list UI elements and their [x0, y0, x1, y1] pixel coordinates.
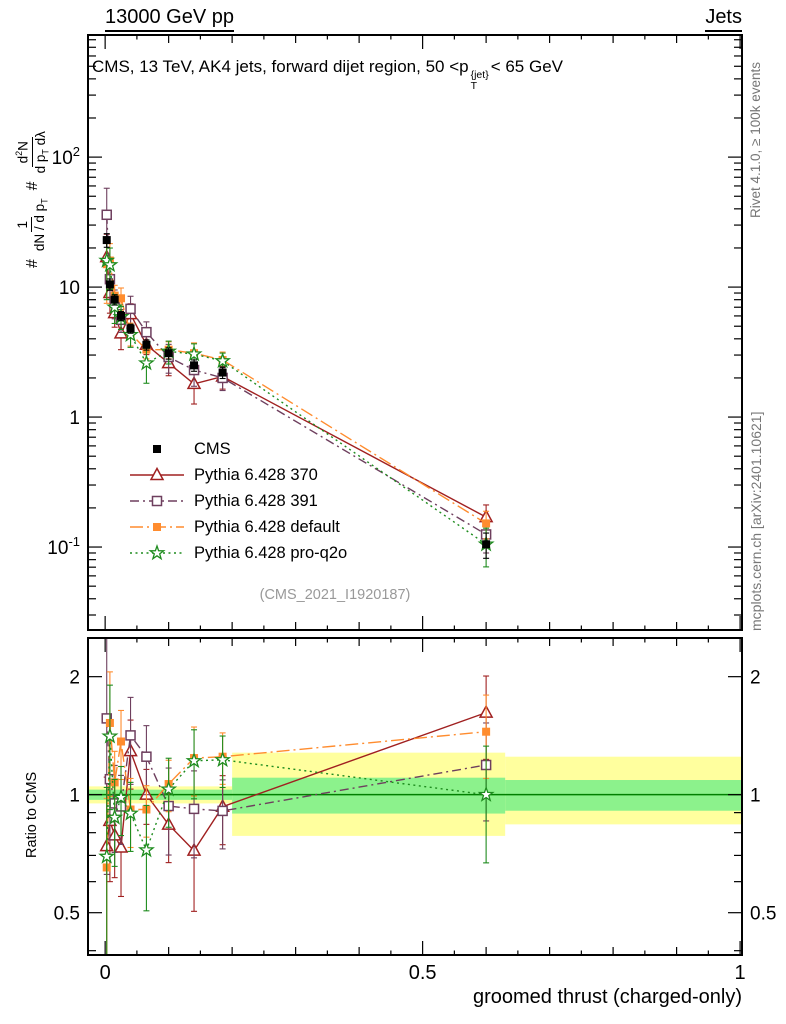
ylabel-hash-1: # — [23, 259, 41, 268]
ylabel-fraction-1: 1 dN / d pT — [14, 198, 50, 252]
header-analysis-label: Jets — [705, 6, 742, 32]
legend-glyph-3 — [130, 523, 184, 531]
pythia-pro-q2o-marker-icon — [128, 542, 186, 564]
ratio-frame — [87, 637, 743, 956]
svg-text:2: 2 — [69, 668, 80, 689]
main-panel-title: CMS, 13 TeV, AK4 jets, forward dijet reg… — [92, 57, 563, 91]
header-beam-label: 13000 GeV pp — [105, 6, 234, 32]
svg-text:0.5: 0.5 — [750, 904, 776, 925]
title-pt-script: {jet} T — [471, 70, 489, 91]
svg-text:1: 1 — [69, 786, 80, 807]
legend-label-pythia-370: Pythia 6.428 370 — [194, 465, 318, 484]
pythia-370-marker-icon — [128, 464, 186, 486]
title-subscript: T — [470, 79, 478, 92]
svg-text:10: 10 — [59, 278, 80, 299]
ylabel-fraction-2: d2N d pT dλ — [14, 131, 51, 174]
ratio-bands — [88, 752, 742, 836]
legend-glyph-0 — [153, 445, 161, 453]
legend-label-cms: CMS — [194, 439, 231, 458]
mcplots-arxiv-note: mcplots.cern.ch [arXiv:2401.10621] — [748, 411, 764, 631]
rivet-version-note: Rivet 4.1.0, ≥ 100k events — [748, 62, 763, 218]
legend-label-pythia-pro-q2o: Pythia 6.428 pro-q2o — [194, 543, 348, 562]
legend: CMS Pythia 6.428 370 Pythia 6.428 391 Py… — [128, 436, 347, 566]
title-text: CMS, 13 TeV, AK4 jets, forward dijet reg… — [92, 57, 469, 76]
title-text-end: < 65 GeV — [490, 57, 564, 76]
y-axis-label: # 1 dN / d pT # d2N d pT dλ — [14, 131, 51, 268]
legend-label-pythia-391: Pythia 6.428 391 — [194, 491, 318, 510]
pythia-391-marker-icon — [128, 490, 186, 512]
legend-glyph-4 — [130, 543, 184, 561]
cms-marker-icon — [128, 438, 186, 460]
legend-item-pythia-391: Pythia 6.428 391 — [128, 488, 347, 514]
legend-item-cms: CMS — [128, 436, 347, 462]
svg-text:0: 0 — [100, 962, 111, 984]
watermark: (CMS_2021_I1920187) — [259, 587, 411, 603]
ylabel-hash-2: # — [23, 181, 41, 191]
svg-text:1: 1 — [735, 962, 746, 984]
ratio-axis-label: Ratio to CMS — [24, 771, 40, 858]
legend-label-pythia-default: Pythia 6.428 default — [194, 517, 340, 536]
svg-text:1: 1 — [750, 786, 761, 807]
legend-item-pythia-default: Pythia 6.428 default — [128, 514, 347, 540]
svg-text:0.5: 0.5 — [54, 904, 80, 925]
legend-glyph-1 — [130, 466, 184, 481]
x-axis-label: groomed thrust (charged-only) — [472, 986, 742, 1008]
svg-text:0.5: 0.5 — [409, 962, 437, 984]
svg-text:2: 2 — [750, 668, 761, 689]
svg-text:10-1: 10-1 — [47, 534, 80, 559]
svg-text:1: 1 — [69, 408, 80, 429]
legend-item-pythia-370: Pythia 6.428 370 — [128, 462, 347, 488]
title-superscript: {jet} — [470, 69, 489, 81]
main-series-4 — [98, 237, 495, 568]
pythia-default-marker-icon — [128, 516, 186, 538]
legend-glyph-2 — [130, 495, 184, 507]
ratio-series-4 — [98, 684, 495, 955]
axes-ticks — [88, 35, 742, 955]
legend-item-pythia-pro-q2o: Pythia 6.428 pro-q2o — [128, 540, 347, 566]
main-series-0 — [102, 233, 491, 559]
main-frame — [87, 34, 743, 631]
svg-text:102: 102 — [52, 144, 80, 169]
tick-labels: 102 10 1 10-1 2 2 1 1 0.5 0.5 0 0.5 1 — [47, 144, 776, 984]
